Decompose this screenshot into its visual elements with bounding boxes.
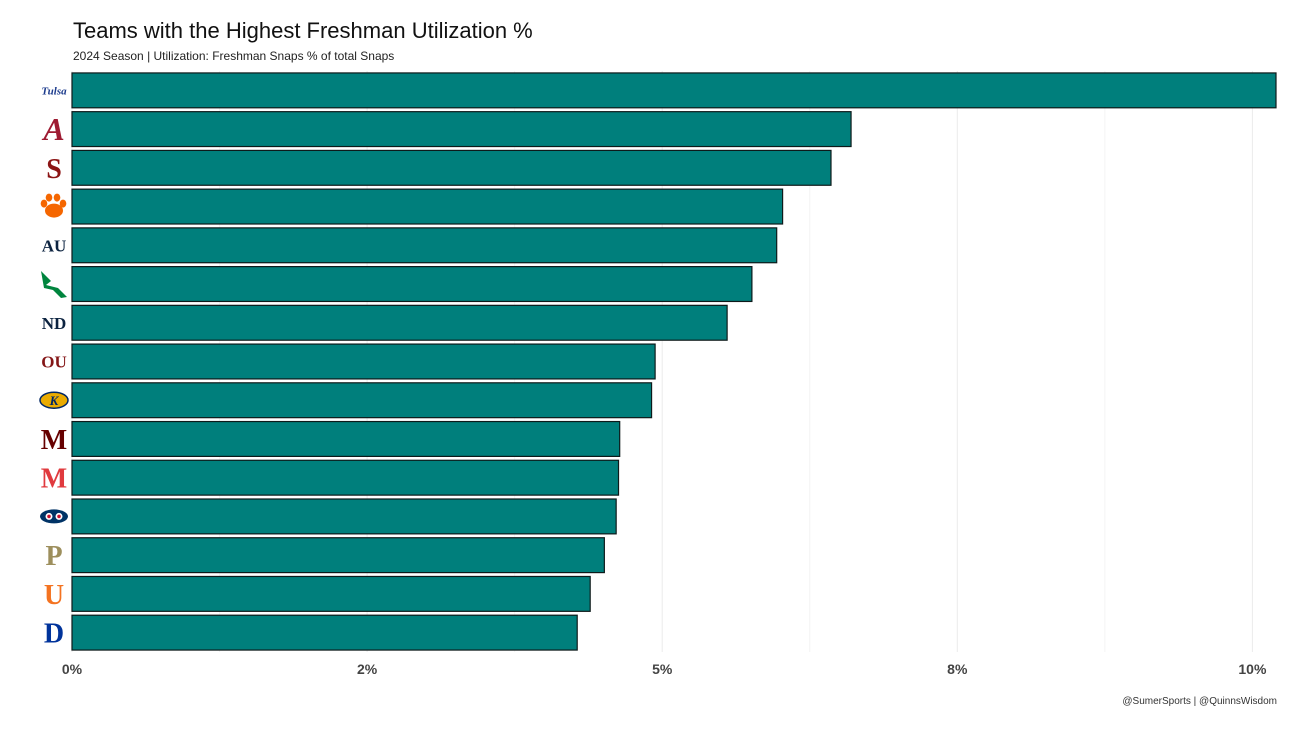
notre-dame-logo: ND [42,314,67,333]
svg-text:AU: AU [42,236,67,255]
svg-text:K: K [49,393,60,408]
x-tick-label: 5% [652,661,673,677]
bar-north-texas [71,266,753,303]
north-texas-logo [41,271,67,299]
kent-state-logo: K [39,391,69,409]
bar-purdue [71,537,605,574]
stanford-logo: S [46,154,62,185]
bars [71,72,1277,651]
chart-title: Teams with the Highest Freshman Utilizat… [73,18,533,43]
bar-miami [71,575,591,612]
x-tick-label: 8% [947,661,968,677]
purdue-logo: P [45,541,62,572]
bar-florida-atlantic [71,498,617,535]
svg-text:S: S [46,154,62,185]
svg-text:M: M [41,464,67,495]
duke-logo: D [44,619,64,650]
clemson-logo [40,193,67,218]
svg-text:OU: OU [41,353,67,372]
team-logos: Tulsa AS AU ND OU K MM PUD [39,85,69,650]
bar-notre-dame [71,304,728,341]
bar-maryland [71,459,620,496]
tulsa-logo: Tulsa [41,85,67,97]
svg-text:M: M [41,425,67,456]
auburn-logo: AU [42,236,67,255]
bar-duke [71,614,578,651]
bar-oklahoma [71,343,656,380]
miami-logo: U [44,580,64,611]
svg-text:Tulsa: Tulsa [41,85,67,97]
svg-text:U: U [44,580,64,611]
svg-text:D: D [44,619,64,650]
svg-text:A: A [41,111,64,147]
chart-caption: @SumerSports | @QuinnsWisdom [1122,696,1277,707]
bar-mississippi-state [71,420,621,457]
chart-subtitle: 2024 Season | Utilization: Freshman Snap… [73,49,395,63]
x-tick-label: 0% [62,661,83,677]
bar-kent-state [71,382,653,419]
x-tick-label: 10% [1238,661,1267,677]
maryland-logo: M [41,464,67,495]
oklahoma-logo: OU [41,353,67,372]
x-tick-label: 2% [357,661,378,677]
x-axis-ticks: 0% 2% 5% 8% 10% [62,661,1267,677]
bar-auburn [71,227,778,264]
bar-stanford [71,149,832,186]
svg-text:P: P [45,541,62,572]
svg-text:ND: ND [42,314,67,333]
bar-alabama [71,111,852,148]
alabama-logo: A [41,111,64,147]
mississippi-state-logo: M [41,425,67,456]
florida-atlantic-logo [40,509,68,524]
bar-clemson [71,188,784,225]
bar-tulsa [71,72,1277,109]
